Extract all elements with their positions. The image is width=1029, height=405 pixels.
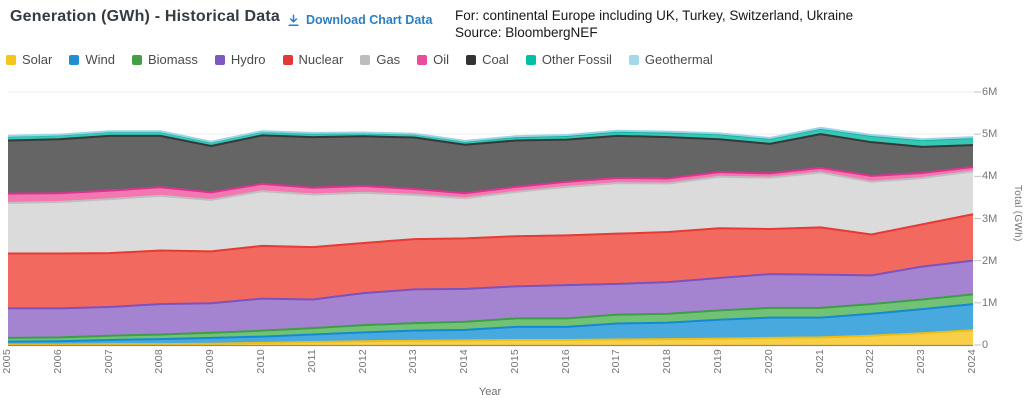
area-gas [8,171,973,254]
y-axis-tick-label: 0 [982,339,989,351]
y-axis-title: Total (GWh) [1012,185,1023,242]
legend-item-label: Wind [85,52,115,67]
edge-gas [7,170,974,204]
legend-item-coal[interactable]: Coal [466,52,509,67]
edge-hydro [8,259,974,310]
legend-item-wind[interactable]: Wind [69,52,115,67]
x-axis-tick-label: 2013 [407,349,420,374]
x-axis-tick-label: 2021 [813,349,826,374]
edge-wind [7,303,974,343]
edge-nuclear [8,213,974,255]
legend-item-oil[interactable]: Oil [417,52,449,67]
x-axis-tick-label: 2020 [762,349,775,374]
page-title: Generation (GWh) - Historical Data [10,8,280,25]
legend-item-other-fossil[interactable]: Other Fossil [525,52,612,67]
y-axis-tick-label: 3M [982,212,998,225]
legend-item-label: Geothermal [644,52,713,67]
legend-swatch-icon [282,54,293,65]
edge-solar [8,329,974,346]
legend-item-biomass[interactable]: Biomass [131,52,198,67]
legend-swatch-icon [214,54,225,65]
legend-swatch-icon [69,54,80,65]
x-axis-tick-label: 2018 [661,349,674,374]
legend-item-solar[interactable]: Solar [6,52,52,67]
y-axis-tick-label: 2M [982,254,998,267]
legend-item-gas[interactable]: Gas [360,52,400,67]
legend-item-geothermal[interactable]: Geothermal [628,52,713,67]
legend-swatch-icon [360,54,371,65]
x-axis-tick-label: 2024 [966,349,978,374]
x-axis-tick-label: 2019 [712,349,725,374]
y-axis-tick-label: 5M [982,128,998,141]
x-axis-tick-label: 2016 [559,349,572,374]
x-axis-tick-label: 2010 [254,349,267,374]
legend-item-label: Gas [376,52,401,67]
x-axis-tick-label: 2009 [204,349,217,374]
legend-item-nuclear[interactable]: Nuclear [282,52,344,67]
scope-line: For: continental Europe including UK, Tu… [455,8,854,23]
area-biomass [8,294,973,342]
area-nuclear [8,214,973,309]
legend: Solar Wind Biomass Hydro Nuclear Gas Oil Coal Ot… [6,52,713,67]
y-axis-tick-label: 1M [982,296,998,309]
x-axis-tick-label: 2006 [51,349,64,374]
legend-item-label: Hydro [230,52,266,67]
download-icon [287,13,300,27]
legend-item-label: Coal [482,52,509,67]
legend-swatch-icon [6,54,16,65]
legend-swatch-icon [417,54,428,65]
edge-coal [7,133,974,148]
x-axis-tick-label: 2022 [864,349,877,374]
area-coal [8,134,973,194]
download-link-label: Download Chart Data [306,13,433,27]
x-axis-tick-label: 2005 [1,349,13,374]
area-solar [8,330,973,345]
legend-item-label: Other Fossil [541,52,612,67]
area-hydro [8,260,973,338]
legend-item-label: Oil [433,52,450,67]
legend-swatch-icon [525,54,536,65]
x-axis-title: Year [478,386,502,398]
chart-scope-info: For: continental Europe including UK, Tu… [455,7,853,41]
edge-biomass [7,293,974,339]
x-axis-tick-label: 2008 [153,349,166,374]
legend-item-label: Biomass [147,52,198,67]
edge-geothermal [7,126,974,143]
source-line: Source: BloombergNEF [455,25,598,40]
x-axis-tick-label: 2007 [102,349,115,374]
x-axis-tick-label: 2015 [508,349,521,374]
x-axis-tick-label: 2012 [356,349,369,374]
x-axis-tick-label: 2014 [458,349,471,374]
x-axis-tick-label: 2011 [305,349,318,373]
area-wind [8,304,973,345]
download-chart-data-link[interactable]: Download Chart Data [287,13,432,27]
edge-oil [7,166,974,195]
x-axis-tick-label: 2017 [610,349,623,374]
legend-item-label: Solar [22,52,53,67]
y-axis-tick-label: 6M [982,86,998,98]
x-axis-tick-label: 2023 [915,349,928,374]
legend-swatch-icon [466,54,477,65]
legend-swatch-icon [131,54,142,65]
y-axis-tick-label: 4M [982,170,998,183]
legend-item-hydro[interactable]: Hydro [214,52,266,67]
legend-swatch-icon [628,54,639,65]
legend-item-label: Nuclear [298,52,344,67]
